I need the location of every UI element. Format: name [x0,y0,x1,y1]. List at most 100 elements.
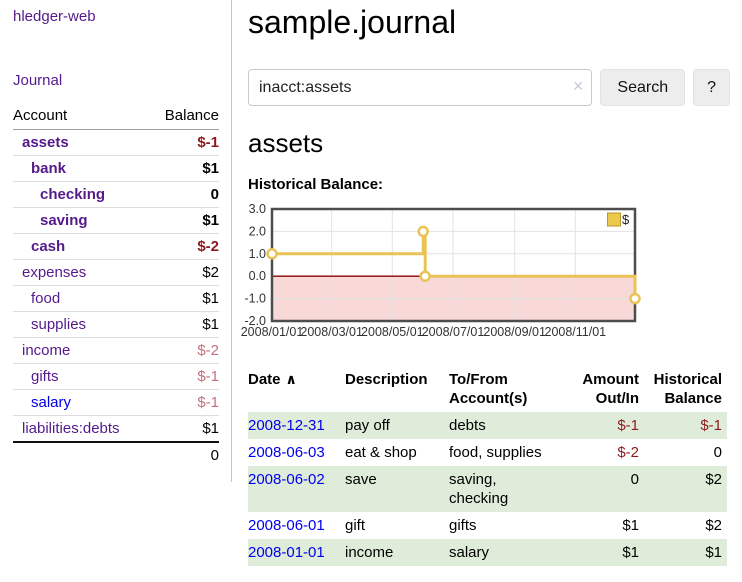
account-balance: $-1 [197,134,219,151]
x-axis-tick-label: 2008/09/01 [483,325,546,339]
account-link-food[interactable]: food [31,290,61,307]
legend-label: $ [622,212,630,227]
account-balance: $-2 [149,233,219,260]
register-header-description: Description [345,371,428,388]
transaction-balance: $2 [705,517,722,534]
register-header-date[interactable]: Date ∧ [248,371,297,388]
transaction-balance: $2 [705,471,722,488]
account-balance: $-1 [149,389,219,416]
y-axis-tick-label: -1.0 [244,292,266,306]
accounts-header-balance: Balance [149,105,219,130]
account-link-salary[interactable]: salary [31,394,72,411]
register-row: 2008-06-03 eat & shop food, supplies $-2 0 [248,439,727,466]
account-row: cash $-2 [13,233,219,260]
account-link-gifts[interactable]: gifts [31,368,59,385]
data-point-marker [417,225,429,238]
transaction-amount: $-1 [617,417,639,434]
accounts-total-value: 0 [149,441,219,468]
x-axis-tick-label: 2008/11/01 [545,325,607,339]
transaction-accounts: debts [449,417,486,434]
account-link-assets[interactable]: assets [22,134,69,151]
transaction-description: gift [345,517,366,534]
x-axis-tick-label: 2008/01/01 [241,325,304,339]
account-row: liabilities:debts $1 [13,415,219,442]
account-link-saving[interactable]: saving [40,212,88,229]
account-link-income[interactable]: income [22,342,71,359]
account-balance: $1 [149,285,219,312]
transaction-description: save [345,471,377,488]
search-input[interactable] [248,69,593,106]
transaction-balance: $1 [705,544,722,561]
register-row: 2008-12-31 pay off debts $-1 $-1 [248,412,727,439]
accounts-header-account: Account [13,105,150,130]
account-balance: $1 [149,415,219,442]
account-row: food $1 [13,285,219,312]
account-link-checking[interactable]: checking [40,186,106,203]
account-link-supplies[interactable]: supplies [31,316,87,333]
transaction-amount: 0 [630,471,639,488]
account-link-liabilities-debts[interactable]: liabilities:debts [22,420,120,437]
account-balance: $-2 [149,337,219,364]
sidebar: hledger-web Journal Account Balance asse… [0,0,232,482]
transaction-accounts: salary [449,544,490,561]
data-point-marker [419,270,431,282]
account-row: checking 0 [13,181,219,208]
search-input-wrap: × [248,69,593,106]
account-row: salary $-1 [13,389,219,416]
search-button[interactable]: Search [600,69,686,106]
account-balance: $2 [149,259,219,286]
transaction-description: income [345,544,394,561]
transaction-date-link[interactable]: 2008-01-01 [248,544,325,561]
clear-search-icon[interactable]: × [572,76,584,96]
x-axis-tick-label: 2008/05/01 [361,325,424,339]
plot-border [270,207,637,323]
y-axis-tick-label: 1.0 [249,247,266,261]
account-link-bank[interactable]: bank [31,160,67,177]
transaction-accounts: food, supplies [449,444,542,461]
help-button[interactable]: ? [693,69,730,106]
transaction-date-link[interactable]: 2008-06-03 [248,444,325,461]
transaction-amount: $-2 [617,444,639,461]
transaction-balance: 0 [713,444,722,461]
register-table: Date ∧ Description To/From Account(s) Amo… [248,365,727,566]
legend-swatch [607,212,621,227]
transaction-accounts: gifts [449,517,477,534]
y-axis-tick-label: 2.0 [249,224,266,238]
account-row: gifts $-1 [13,363,219,390]
account-heading: assets [248,128,324,158]
sidebar-item-journal[interactable]: Journal [13,72,63,89]
transaction-amount: $1 [622,517,639,534]
x-axis-tick-label: 2008/07/01 [422,325,485,339]
register-row: 2008-06-01 gift gifts $1 $2 [248,512,727,539]
search-form: × Search ? [248,69,730,106]
register-header-amount: Amount Out/In [582,371,639,407]
transaction-date-link[interactable]: 2008-12-31 [248,417,325,434]
data-point-marker [266,248,278,260]
x-axis-tick-label: 2008/03/01 [300,325,363,339]
transaction-description: pay off [345,417,390,434]
transaction-accounts: saving, checking [449,471,509,507]
register-header-balance: Historical Balance [653,371,722,407]
transaction-date-link[interactable]: 2008-06-01 [248,517,325,534]
account-row: assets $-1 [13,130,219,156]
account-link-cash[interactable]: cash [31,238,66,255]
sort-ascending-icon: ∧ [285,371,297,387]
accounts-total-row: 0 [13,441,219,468]
account-row: income $-2 [13,337,219,364]
register-header-row: Date ∧ Description To/From Account(s) Amo… [248,365,727,412]
account-link-expenses[interactable]: expenses [22,264,87,281]
y-axis-tick-label: 0.0 [249,269,266,283]
main-content: sample.journal × Search ? assets Histori… [241,0,730,566]
account-balance: 0 [149,181,219,208]
account-balance: $1 [149,311,219,338]
account-balance: $1 [149,207,219,234]
app-title-link[interactable]: hledger-web [13,8,96,25]
transaction-balance: $-1 [700,417,722,434]
transaction-date-link[interactable]: 2008-06-02 [248,471,325,488]
historical-balance-chart: $3.0 2.0 1.0 0.0 -1.0 -2.02008/01/012008/03/0… [241,202,641,339]
register-header-accounts: To/From Account(s) [449,371,528,407]
account-row: saving $1 [13,207,219,234]
register-row: 2008-01-01 income salary $1 $1 [248,539,727,566]
transaction-amount: $1 [622,544,639,561]
account-row: expenses $2 [13,259,219,286]
